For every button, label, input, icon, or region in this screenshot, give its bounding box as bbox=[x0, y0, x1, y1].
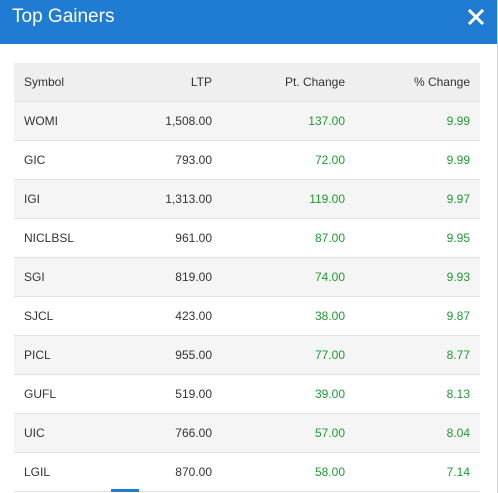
pct-change-cell: 9.95 bbox=[355, 218, 480, 258]
pct-change-cell: 9.93 bbox=[355, 257, 480, 297]
table-row[interactable]: UIC 766.00 57.00 8.04 bbox=[14, 413, 480, 453]
close-button[interactable] bbox=[467, 8, 485, 26]
modal-header: Top Gainers bbox=[0, 0, 497, 44]
table-header-row: Symbol LTP Pt. Change % Change bbox=[14, 63, 480, 102]
pct-change-cell: 8.13 bbox=[355, 374, 480, 414]
column-header-symbol[interactable]: Symbol bbox=[14, 63, 129, 102]
pt-change-cell: 57.00 bbox=[222, 413, 355, 453]
table-row[interactable]: SGI 819.00 74.00 9.93 bbox=[14, 257, 480, 297]
ltp-cell: 793.00 bbox=[129, 140, 222, 180]
symbol-cell[interactable]: SJCL bbox=[14, 296, 129, 336]
modal-title: Top Gainers bbox=[12, 6, 115, 27]
table-row[interactable]: GIC 793.00 72.00 9.99 bbox=[14, 140, 480, 180]
pct-change-cell: 9.99 bbox=[355, 101, 480, 141]
gainers-table-container: Symbol LTP Pt. Change % Change WOMI 1,508… bbox=[14, 63, 480, 492]
pct-change-cell: 8.77 bbox=[355, 335, 480, 375]
table-row[interactable]: SJCL 423.00 38.00 9.87 bbox=[14, 296, 480, 336]
pt-change-cell: 38.00 bbox=[222, 296, 355, 336]
column-header-ltp[interactable]: LTP bbox=[129, 63, 222, 102]
pct-change-cell: 7.14 bbox=[355, 452, 480, 492]
table-row[interactable]: NICLBSL 961.00 87.00 9.95 bbox=[14, 218, 480, 258]
ltp-cell: 961.00 bbox=[129, 218, 222, 258]
ltp-cell: 819.00 bbox=[129, 257, 222, 297]
symbol-cell[interactable]: UIC bbox=[14, 413, 129, 453]
ltp-cell: 1,313.00 bbox=[129, 179, 222, 219]
symbol-cell[interactable]: GUFL bbox=[14, 374, 129, 414]
pt-change-cell: 77.00 bbox=[222, 335, 355, 375]
table-body: WOMI 1,508.00 137.00 9.99 GIC 793.00 72.00 9.99… bbox=[14, 101, 480, 492]
table-row[interactable]: PICL 955.00 77.00 8.77 bbox=[14, 335, 480, 375]
column-header-pct-change[interactable]: % Change bbox=[355, 63, 480, 102]
table-row[interactable]: IGI 1,313.00 119.00 9.97 bbox=[14, 179, 480, 219]
table-row[interactable]: WOMI 1,508.00 137.00 9.99 bbox=[14, 101, 480, 141]
symbol-cell[interactable]: IGI bbox=[14, 179, 129, 219]
scroll-indicator[interactable] bbox=[111, 489, 139, 492]
ltp-cell: 766.00 bbox=[129, 413, 222, 453]
column-header-pt-change[interactable]: Pt. Change bbox=[222, 63, 355, 102]
symbol-cell[interactable]: PICL bbox=[14, 335, 129, 375]
pct-change-cell: 9.97 bbox=[355, 179, 480, 219]
symbol-cell[interactable]: WOMI bbox=[14, 101, 129, 141]
pt-change-cell: 119.00 bbox=[222, 179, 355, 219]
pt-change-cell: 74.00 bbox=[222, 257, 355, 297]
ltp-cell: 423.00 bbox=[129, 296, 222, 336]
pct-change-cell: 9.99 bbox=[355, 140, 480, 180]
pt-change-cell: 87.00 bbox=[222, 218, 355, 258]
pct-change-cell: 9.87 bbox=[355, 296, 480, 336]
gainers-table: Symbol LTP Pt. Change % Change WOMI 1,508… bbox=[14, 63, 480, 492]
ltp-cell: 870.00 bbox=[129, 452, 222, 492]
pt-change-cell: 58.00 bbox=[222, 452, 355, 492]
ltp-cell: 955.00 bbox=[129, 335, 222, 375]
ltp-cell: 1,508.00 bbox=[129, 101, 222, 141]
pt-change-cell: 72.00 bbox=[222, 140, 355, 180]
table-row[interactable]: GUFL 519.00 39.00 8.13 bbox=[14, 374, 480, 414]
table-row[interactable]: LGIL 870.00 58.00 7.14 bbox=[14, 452, 480, 492]
ltp-cell: 519.00 bbox=[129, 374, 222, 414]
symbol-cell[interactable]: GIC bbox=[14, 140, 129, 180]
pt-change-cell: 137.00 bbox=[222, 101, 355, 141]
close-icon bbox=[467, 8, 485, 26]
symbol-cell[interactable]: LGIL bbox=[14, 452, 129, 492]
pct-change-cell: 8.04 bbox=[355, 413, 480, 453]
pt-change-cell: 39.00 bbox=[222, 374, 355, 414]
symbol-cell[interactable]: NICLBSL bbox=[14, 218, 129, 258]
symbol-cell[interactable]: SGI bbox=[14, 257, 129, 297]
